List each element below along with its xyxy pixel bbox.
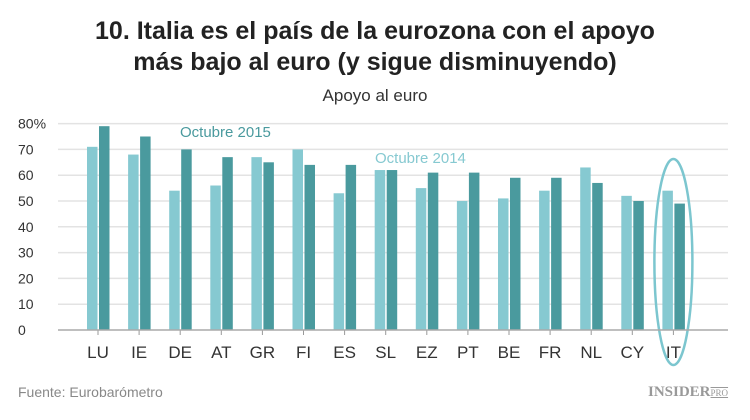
bar-AT-2015 <box>222 157 233 330</box>
chart-title-line1: 10. Italia es el país de la eurozona con… <box>95 17 655 45</box>
x-tick-label: IE <box>131 343 147 362</box>
x-tick-label: AT <box>211 343 231 362</box>
bar-FR-2015 <box>551 177 562 330</box>
bar-SL-2015 <box>386 170 398 330</box>
bar-IE-2014 <box>128 154 139 330</box>
bar-LU-2015 <box>99 126 110 331</box>
x-tick-label: PT <box>457 343 479 362</box>
bar-FI-2014 <box>292 149 303 330</box>
bar-BE-2015 <box>510 177 521 330</box>
y-tick-label: 10 <box>18 296 34 312</box>
bar-NL-2015 <box>592 182 603 330</box>
x-tick-label: LU <box>87 343 109 362</box>
bar-DE-2014 <box>169 190 180 330</box>
y-tick-label: 70 <box>18 141 34 157</box>
bar-ES-2015 <box>345 164 357 330</box>
bar-LU-2014 <box>87 146 98 330</box>
x-tick-label: EZ <box>416 343 438 362</box>
bar-IE-2015 <box>140 136 151 330</box>
highlight-ellipse <box>653 157 694 367</box>
bar-IT-2014 <box>662 190 673 330</box>
y-tick-label: 80% <box>18 116 46 132</box>
bar-CY-2014 <box>621 195 632 330</box>
bar-FI-2015 <box>304 164 315 330</box>
x-tick-label: FI <box>296 343 311 362</box>
series-label-2014: Octubre 2014 <box>375 150 466 167</box>
bar-GR-2015 <box>263 162 274 330</box>
chart-subtitle: Apoyo al euro <box>322 86 428 105</box>
bar-AT-2014 <box>210 185 221 330</box>
y-tick-label: 50 <box>18 193 34 209</box>
y-tick-label: 20 <box>18 270 34 286</box>
bar-ES-2014 <box>333 193 345 330</box>
x-tick-label: ES <box>333 343 356 362</box>
x-tick-label: BE <box>498 343 521 362</box>
bar-EZ-2014 <box>415 188 427 330</box>
x-tick-label: SL <box>375 343 396 362</box>
bar-BE-2014 <box>498 198 509 330</box>
y-tick-label: 60 <box>18 167 34 183</box>
bar-NL-2014 <box>580 167 591 330</box>
y-tick-label: 0 <box>18 322 26 338</box>
x-tick-label: CY <box>620 343 644 362</box>
insider-pro-logo: INSIDERPRO <box>648 384 729 400</box>
bar-GR-2014 <box>251 157 262 330</box>
bar-PT-2015 <box>468 172 480 330</box>
bar-PT-2014 <box>456 201 468 330</box>
chart-title-line2: más bajo al euro (y sigue disminuyendo) <box>133 48 617 76</box>
bar-CY-2015 <box>633 201 644 330</box>
x-tick-label: FR <box>539 343 562 362</box>
series-label-2015: Octubre 2015 <box>180 124 271 141</box>
bar-IT-2015 <box>674 203 685 330</box>
bar-DE-2015 <box>181 149 192 330</box>
bar-FR-2014 <box>539 190 550 330</box>
x-tick-label: DE <box>168 343 192 362</box>
y-tick-label: 40 <box>18 219 34 235</box>
source-note: Fuente: Eurobarómetro <box>18 384 163 400</box>
x-tick-label: IT <box>666 343 681 362</box>
x-tick-label: NL <box>580 343 602 362</box>
bar-EZ-2015 <box>427 172 439 330</box>
x-tick-label: GR <box>250 343 276 362</box>
bar-SL-2014 <box>374 170 386 330</box>
y-tick-label: 30 <box>18 245 34 261</box>
